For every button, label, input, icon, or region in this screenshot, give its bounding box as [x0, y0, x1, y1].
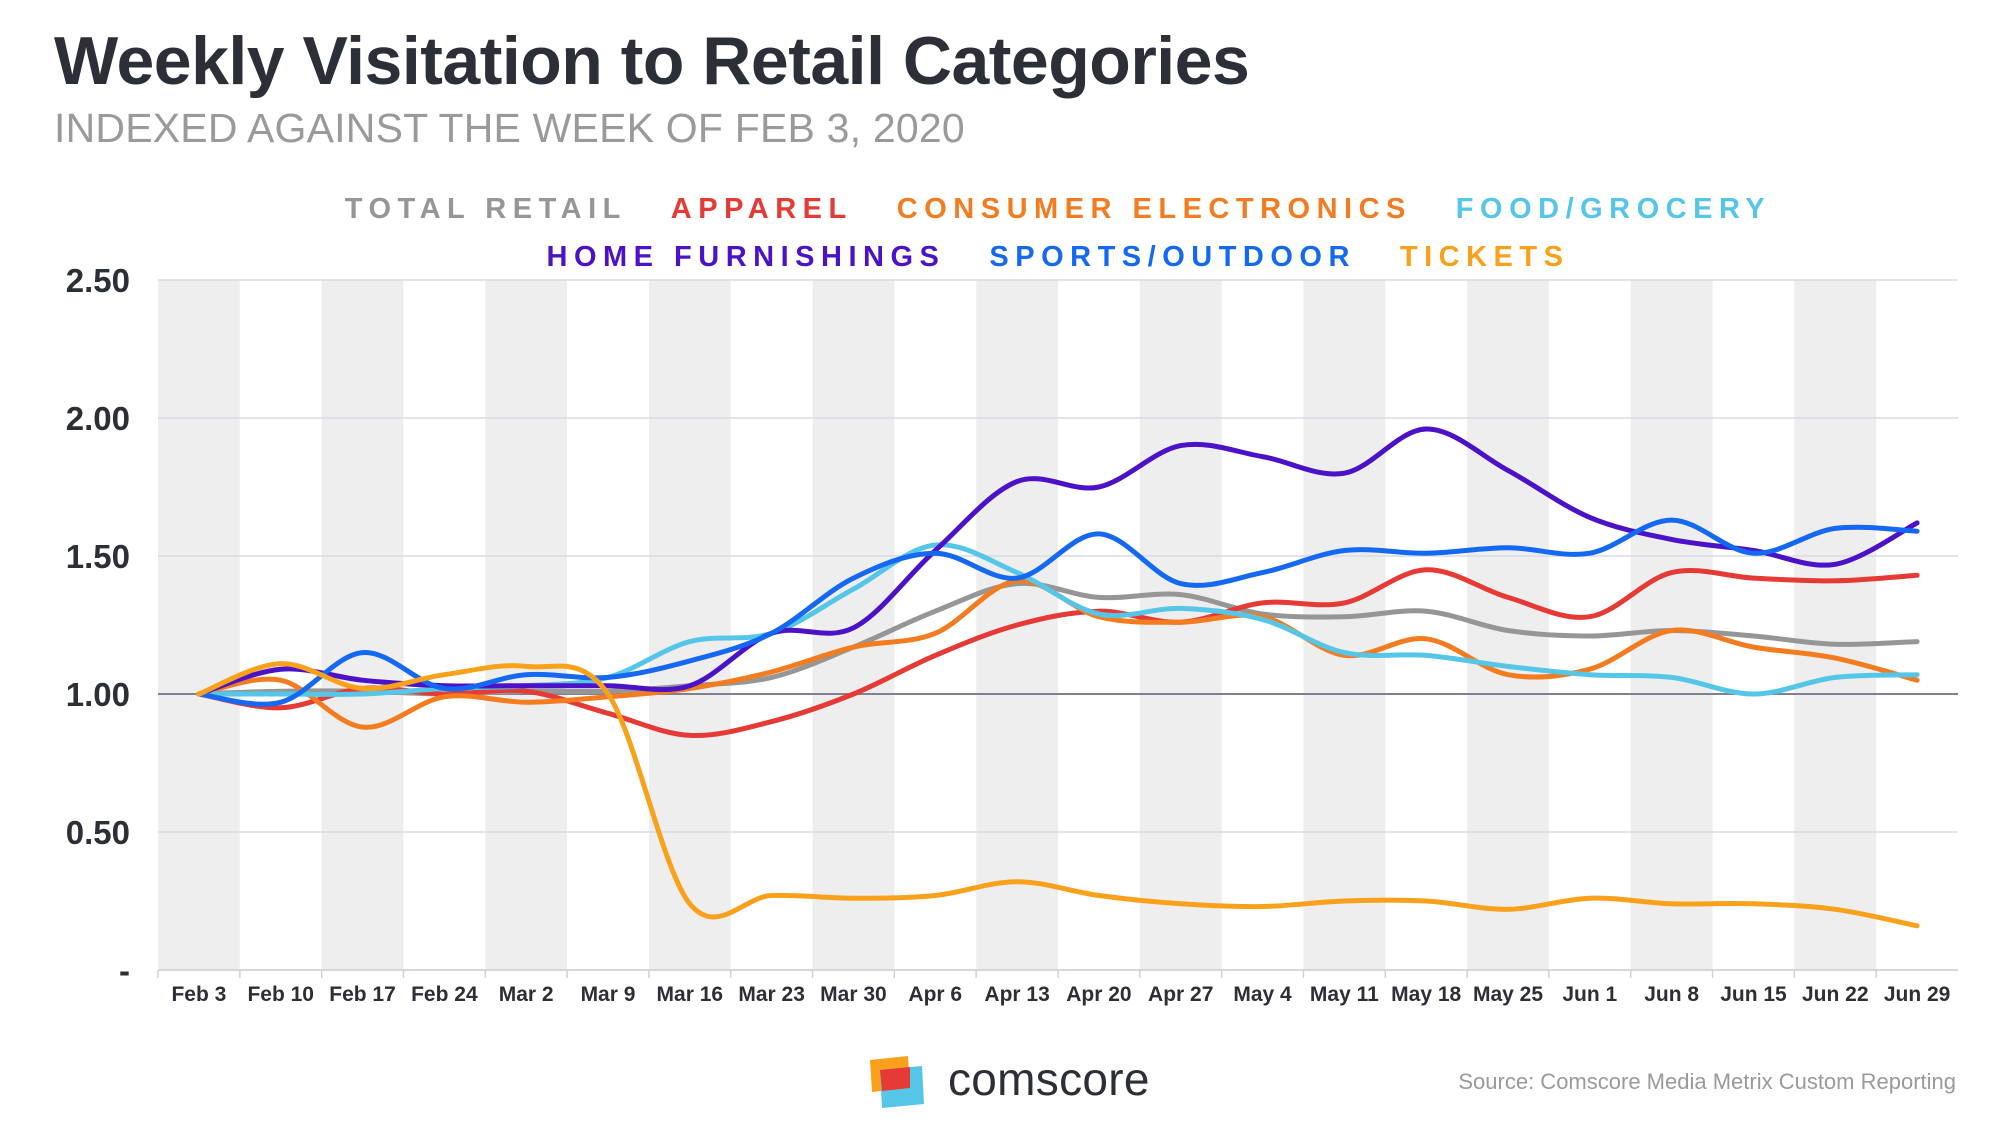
x-tick-label: Apr 27 [1148, 983, 1213, 1006]
week-band [648, 280, 731, 970]
x-tick-label: Feb 3 [171, 983, 226, 1006]
x-tick-label: Mar 9 [581, 983, 636, 1006]
series-lines [196, 426, 1920, 929]
x-tick-label: May 18 [1391, 983, 1461, 1006]
legend-item-tickets: TICKETS [1400, 241, 1570, 273]
week-band [1630, 280, 1713, 970]
x-tick-label: Mar 23 [738, 983, 805, 1006]
legend-item-sports-outdoor: SPORTS/OUTDOOR [989, 241, 1356, 273]
x-tick-label: Apr 13 [984, 983, 1049, 1006]
series-line-apparel [196, 567, 1920, 739]
y-tick-label: 0.50 [66, 814, 130, 851]
x-tick-label: Jun 15 [1720, 983, 1787, 1006]
chart-subtitle: INDEXED AGAINST THE WEEK OF FEB 3, 2020 [54, 105, 965, 151]
x-tick-label: Mar 16 [657, 983, 724, 1006]
x-tick-label: Apr 20 [1066, 983, 1131, 1006]
legend-item-apparel: APPAREL [671, 193, 853, 225]
y-tick-label: 1.00 [66, 676, 130, 713]
comscore-logo-icon [870, 1056, 924, 1108]
week-band [812, 280, 895, 970]
y-axis-tick-labels: 2.50 2.00 1.50 1.00 0.50 - [66, 262, 130, 989]
x-tick-label: Mar 2 [499, 983, 554, 1006]
x-tick-label: Jun 1 [1562, 983, 1617, 1006]
week-band [1794, 280, 1877, 970]
x-tick-label: May 4 [1233, 983, 1292, 1006]
series-line-home-furnishings [196, 426, 1920, 697]
week-band [1139, 280, 1222, 970]
week-band [321, 280, 404, 970]
x-axis-tick-labels: Feb 3 Feb 10 Feb 17 Feb 24 Mar 2 Mar 9 Mar 16 M… [157, 969, 1958, 1006]
y-tick-label: 2.50 [66, 262, 130, 299]
legend-item-home-furnishings: HOME FURNISHINGS [547, 241, 946, 273]
comscore-logo-text: comscore [948, 1053, 1150, 1105]
legend: TOTAL RETAIL APPAREL CONSUMER ELECTRONICS F… [345, 193, 1771, 273]
legend-item-consumer-electronics: CONSUMER ELECTRONICS [897, 193, 1412, 225]
x-tick-label: Mar 30 [820, 983, 887, 1006]
x-tick-label: Jun 8 [1644, 983, 1699, 1006]
week-band [1303, 280, 1386, 970]
legend-item-total-retail: TOTAL RETAIL [345, 193, 627, 225]
legend-item-food-grocery: FOOD/GROCERY [1456, 193, 1771, 225]
series-line-tickets [196, 661, 1920, 929]
alternating-week-bands [158, 280, 1877, 970]
chart-title: Weekly Visitation to Retail Categories [54, 23, 1250, 99]
x-tick-label: May 25 [1473, 983, 1543, 1006]
x-tick-label: Apr 6 [908, 983, 962, 1006]
x-tick-label: Feb 17 [329, 983, 396, 1006]
x-tick-label: May 11 [1310, 983, 1379, 1006]
x-tick-label: Feb 10 [247, 983, 314, 1006]
line-chart: 2.502.001.501.000.50- Feb 3 Feb 10 Feb 17 F… [66, 193, 1958, 1006]
series-line-sports-outdoor [196, 517, 1920, 707]
x-tick-label: Feb 24 [411, 983, 478, 1006]
y-tick-label: - [119, 952, 130, 989]
x-tick-label: Jun 29 [1884, 983, 1951, 1006]
x-tick-label: Jun 22 [1802, 983, 1869, 1006]
y-tick-label: 2.00 [66, 400, 130, 437]
y-tick-label: 1.50 [66, 538, 130, 575]
week-band [485, 280, 568, 970]
week-band [158, 280, 240, 970]
source-note: Source: Comscore Media Metrix Custom Rep… [1458, 1069, 1956, 1094]
